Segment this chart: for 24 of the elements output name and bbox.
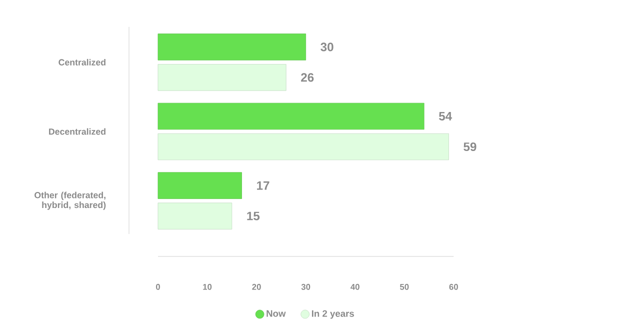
data-label: 59 bbox=[464, 142, 476, 152]
x-tick-label: 20 bbox=[252, 284, 261, 290]
x-tick-label: 50 bbox=[400, 284, 409, 290]
y-tick-label: Centralized bbox=[58, 59, 106, 66]
legend-label: Now bbox=[266, 310, 286, 317]
x-tick-label: 0 bbox=[156, 284, 160, 290]
bar bbox=[158, 133, 449, 160]
bar bbox=[158, 172, 242, 199]
y-tick-label: Other (federated, hybrid, shared) bbox=[34, 192, 106, 210]
bar bbox=[158, 34, 306, 60]
x-tick-label: 10 bbox=[203, 284, 212, 290]
legend-label: In 2 years bbox=[312, 310, 354, 319]
bar bbox=[158, 102, 424, 130]
data-label: 54 bbox=[438, 112, 452, 121]
x-tick-label: 60 bbox=[449, 284, 458, 290]
data-label: 17 bbox=[257, 181, 270, 190]
data-label: 26 bbox=[301, 73, 314, 82]
data-label: 30 bbox=[320, 42, 334, 52]
bar bbox=[158, 64, 286, 91]
bar bbox=[158, 202, 232, 230]
data-label: 15 bbox=[247, 212, 260, 220]
x-tick-label: 30 bbox=[301, 284, 310, 290]
y-tick-label: Decentralized bbox=[49, 128, 106, 135]
x-tick-label: 40 bbox=[350, 284, 360, 290]
